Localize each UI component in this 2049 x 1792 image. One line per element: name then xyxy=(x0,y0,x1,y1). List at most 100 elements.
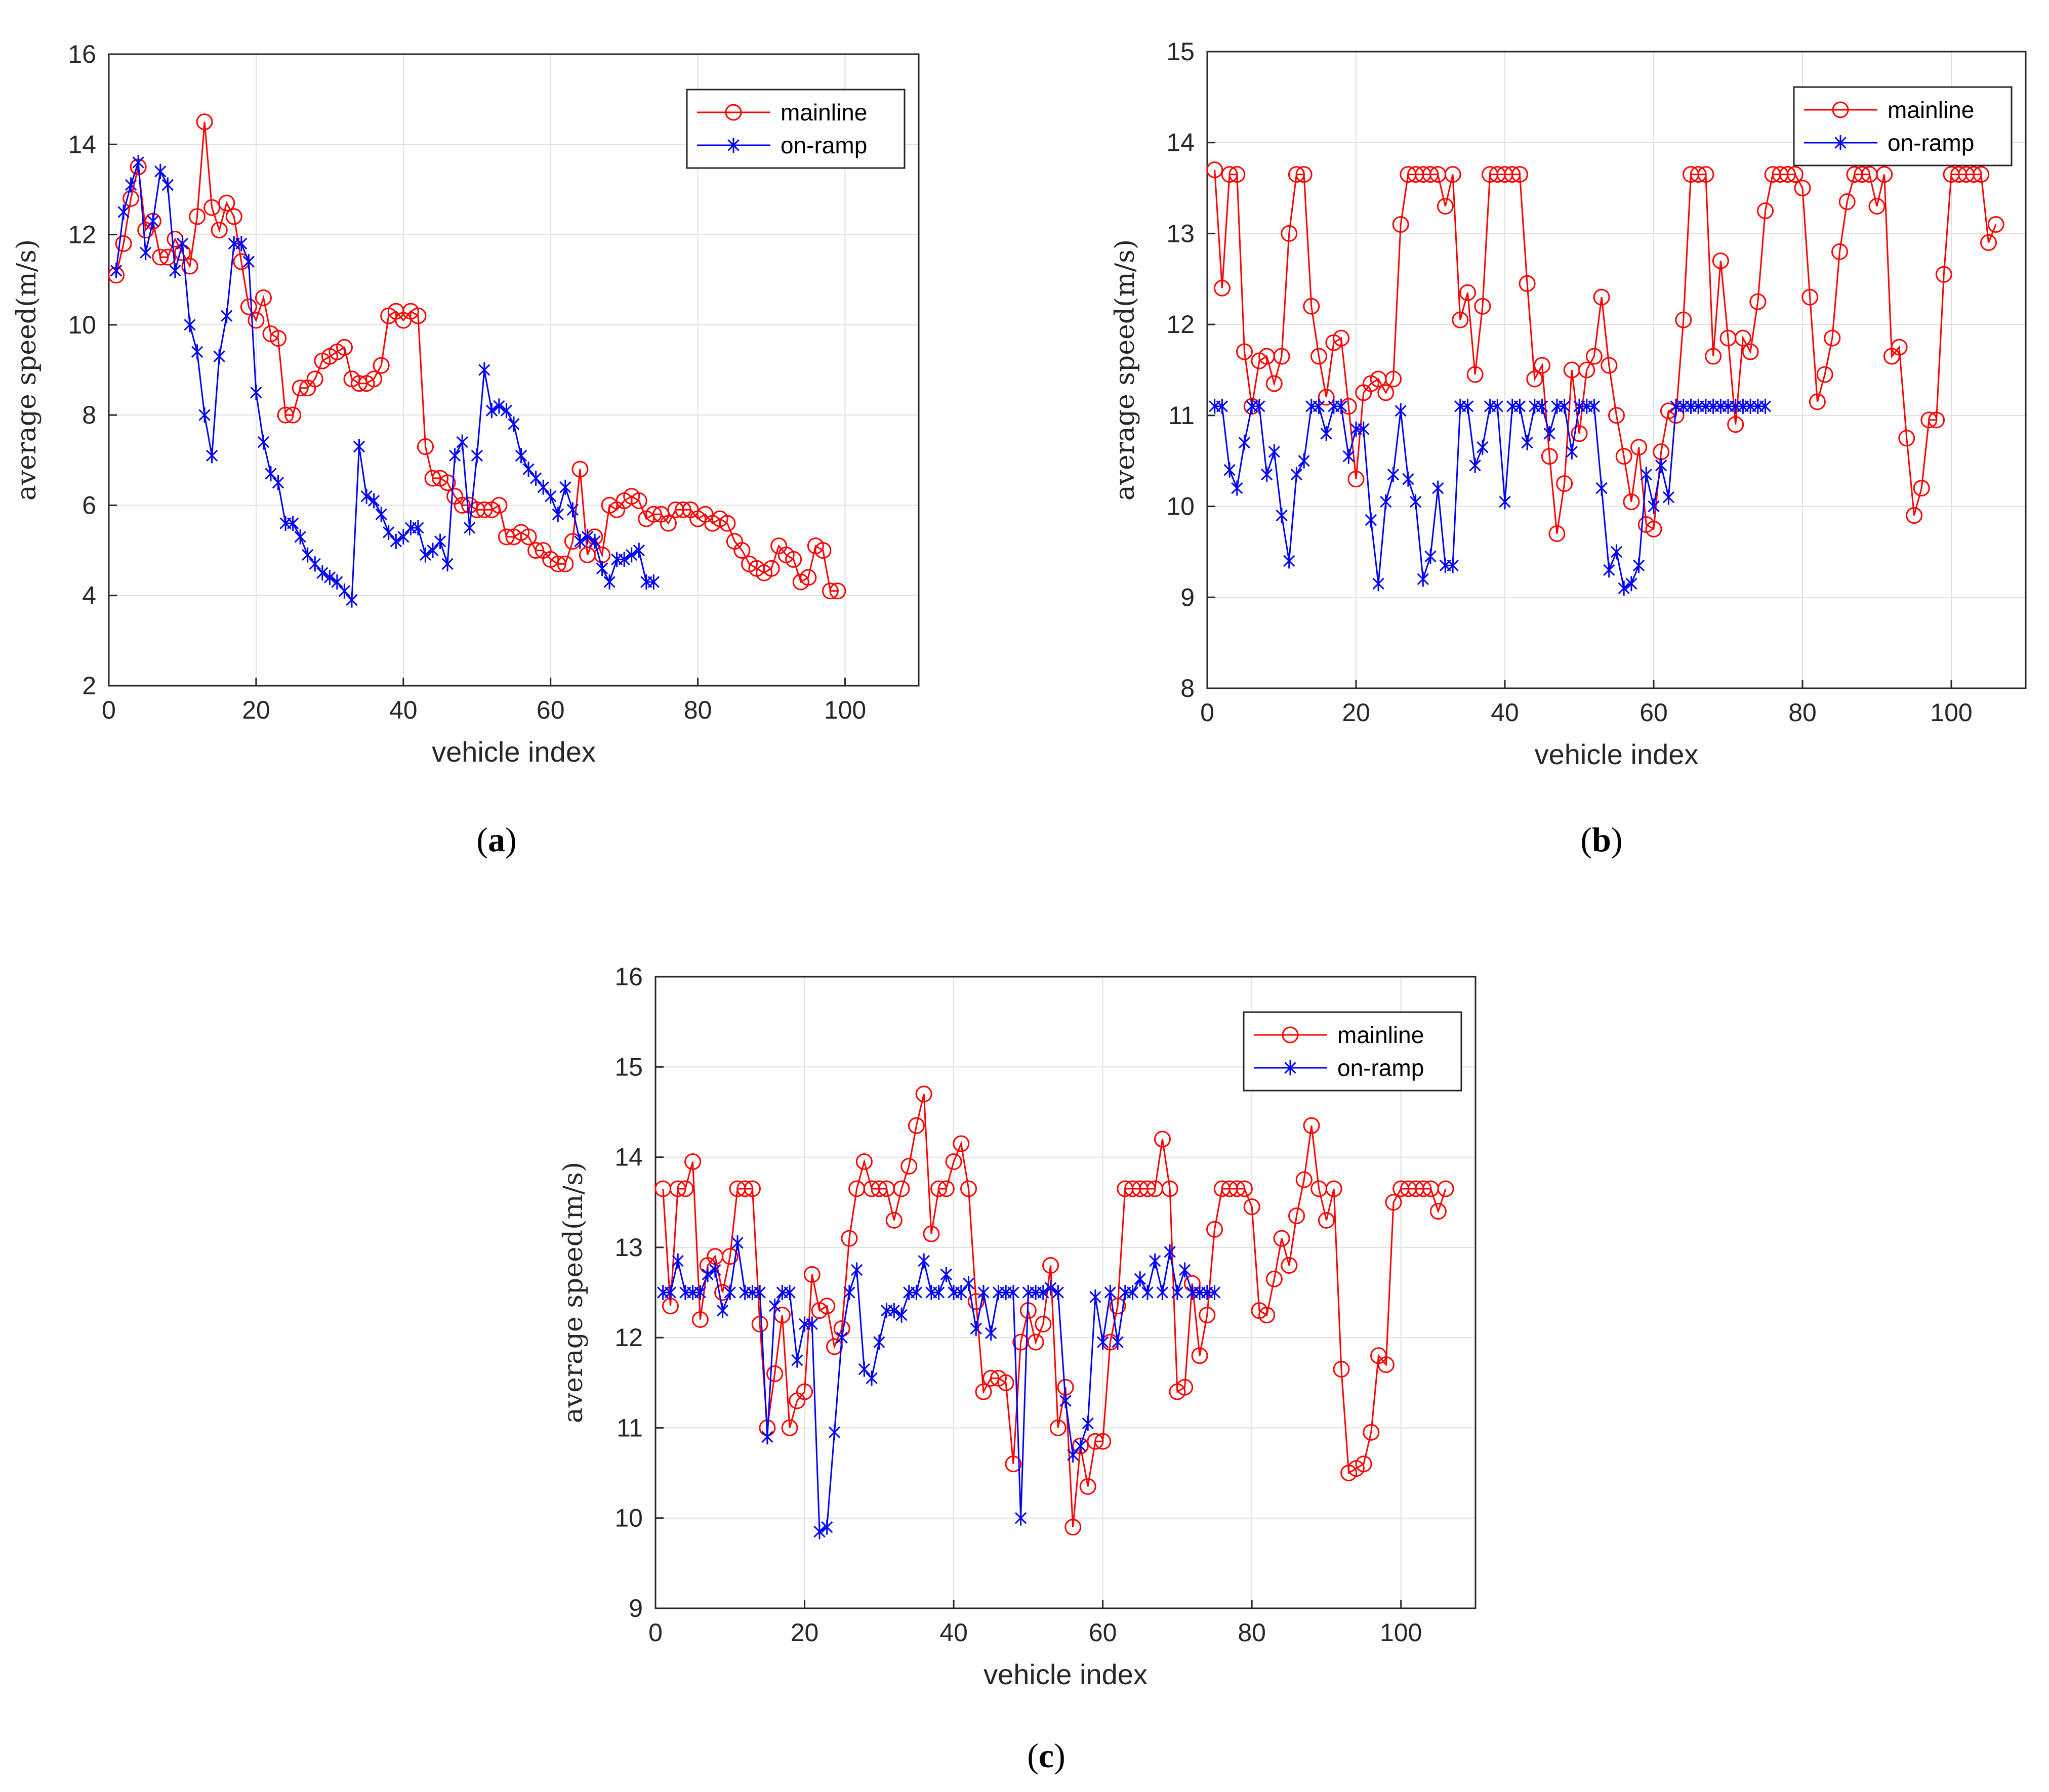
data-point xyxy=(1164,1244,1176,1260)
data-point xyxy=(250,385,262,400)
data-point xyxy=(375,507,387,522)
data-point xyxy=(1965,166,1982,183)
data-point xyxy=(1541,448,1558,465)
data-point xyxy=(353,439,365,454)
data-point xyxy=(1593,288,1610,306)
data-point xyxy=(1444,166,1461,183)
data-point xyxy=(932,1285,945,1300)
data-point xyxy=(763,560,780,577)
data-point xyxy=(1519,275,1536,292)
data-point xyxy=(940,1267,953,1282)
plot-area: 0 20 40 60 80 100 9 10 11 12 13 14 15 16 vehicle index… xyxy=(558,963,1477,1690)
data-point xyxy=(1228,1180,1246,1197)
data-point xyxy=(221,308,233,324)
data-point xyxy=(1876,166,1893,183)
data-point xyxy=(709,1262,721,1278)
y-tick-label: 16 xyxy=(68,40,96,68)
data-point xyxy=(189,208,206,225)
data-point xyxy=(552,507,564,522)
data-point xyxy=(784,1285,796,1300)
data-point xyxy=(161,177,174,193)
data-point xyxy=(154,163,167,179)
data-point xyxy=(1615,448,1632,465)
y-axis-label: average speed(m/s) xyxy=(12,239,42,501)
data-point xyxy=(1059,1393,1072,1408)
data-point xyxy=(796,1383,813,1400)
data-point xyxy=(331,574,343,590)
y-tick-label: 12 xyxy=(614,1323,643,1352)
x-tick-label: 60 xyxy=(537,696,565,724)
y-tick-label: 11 xyxy=(1168,401,1195,430)
data-point xyxy=(265,466,277,482)
data-point xyxy=(1417,571,1429,587)
data-point xyxy=(284,406,302,424)
series-line-mainline xyxy=(662,1094,1447,1527)
data-point xyxy=(286,516,299,531)
data-point xyxy=(277,406,294,424)
legend-box xyxy=(686,89,906,169)
data-point xyxy=(589,533,601,549)
data-point xyxy=(1429,1203,1447,1220)
legend-marker xyxy=(1834,135,1847,150)
data-point xyxy=(1504,166,1521,183)
data-point xyxy=(1469,457,1481,473)
data-point xyxy=(603,574,616,590)
data-point xyxy=(110,263,122,278)
data-point xyxy=(1094,1433,1112,1450)
data-point xyxy=(1891,339,1908,356)
data-point xyxy=(1585,348,1603,365)
data-point xyxy=(1437,198,1454,215)
data-point xyxy=(1223,462,1236,478)
caption-b: (b) xyxy=(1580,820,1623,859)
data-point xyxy=(1432,480,1444,496)
y-tick-label: 13 xyxy=(614,1233,643,1262)
data-point xyxy=(1534,357,1550,374)
data-point xyxy=(1216,398,1228,414)
x-tick-label: 100 xyxy=(1380,1618,1422,1647)
data-point xyxy=(1906,507,1922,524)
data-point xyxy=(559,479,571,495)
y-tick-label: 12 xyxy=(68,221,96,249)
data-point xyxy=(1335,398,1347,414)
data-point xyxy=(125,177,137,193)
data-point xyxy=(675,501,692,518)
data-point xyxy=(464,520,476,535)
caption-c: (c) xyxy=(1027,1736,1066,1775)
data-point xyxy=(1268,444,1280,460)
data-point xyxy=(855,1153,873,1170)
y-tick-label: 2 xyxy=(82,672,96,700)
data-point xyxy=(1295,1171,1313,1188)
data-point xyxy=(181,258,198,275)
data-point xyxy=(694,1285,707,1300)
data-point xyxy=(390,533,402,549)
data-point xyxy=(211,222,228,239)
data-point xyxy=(829,582,846,600)
data-point xyxy=(768,1298,781,1314)
data-point xyxy=(117,204,130,220)
data-point xyxy=(1935,266,1952,283)
data-point xyxy=(1104,1285,1117,1300)
y-tick-label: 10 xyxy=(614,1504,643,1532)
data-point xyxy=(900,1157,918,1175)
data-point xyxy=(1276,508,1288,523)
y-axis-label: average speed(m/s) xyxy=(1110,239,1140,501)
data-point xyxy=(522,462,535,477)
data-point xyxy=(1824,329,1841,347)
data-point xyxy=(814,542,832,559)
data-point xyxy=(1199,1307,1216,1324)
data-point xyxy=(791,1352,803,1368)
data-point xyxy=(719,515,736,532)
data-point xyxy=(953,1135,970,1152)
data-point xyxy=(1014,1510,1027,1526)
data-point xyxy=(490,496,508,514)
data-point xyxy=(248,312,265,329)
data-point xyxy=(419,547,432,563)
legend-label: on-ramp xyxy=(781,132,867,158)
data-point xyxy=(1347,471,1365,488)
legend-marker xyxy=(727,138,740,153)
data-point xyxy=(1171,1285,1183,1300)
data-point xyxy=(1333,329,1350,347)
x-axis-label: vehicle index xyxy=(983,1658,1148,1690)
data-point xyxy=(1049,1419,1067,1436)
data-point xyxy=(633,543,645,558)
